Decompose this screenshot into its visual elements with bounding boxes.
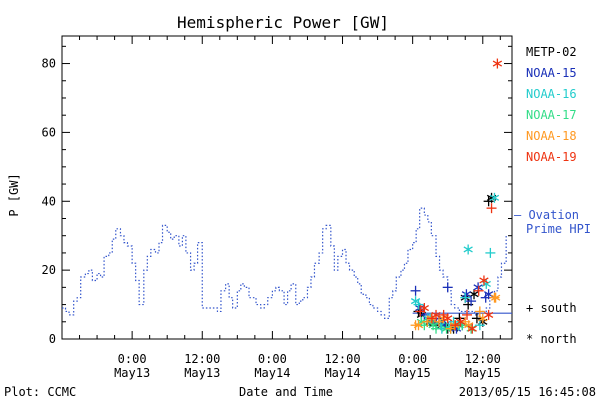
south-marker: [442, 282, 453, 293]
ovation-hpi-line: [62, 207, 507, 319]
north-marker: [413, 320, 424, 331]
north-marker: [410, 296, 421, 307]
north-marker: [489, 192, 500, 203]
x-tick-label-time: 0:00: [398, 352, 427, 366]
x-tick-label-date: May13: [114, 366, 150, 380]
south-marker: [450, 320, 461, 331]
x-tick-label-time: 0:00: [118, 352, 147, 366]
south-marker: [485, 247, 496, 258]
north-marker: [490, 292, 501, 303]
x-tick-label-time: 0:00: [258, 352, 287, 366]
y-tick-label: 0: [49, 332, 56, 346]
north-marker: [443, 313, 453, 324]
north-marker: [455, 316, 466, 327]
north-marker: [428, 320, 438, 331]
x-tick-label-date: May13: [184, 366, 220, 380]
x-tick-label-date: May15: [395, 366, 431, 380]
legend: METP-02 NOAA-15 NOAA-16 NOAA-17 NOAA-18 NOAA-…: [514, 45, 591, 346]
legend-ovation-line2: Prime HPI: [526, 222, 591, 236]
legend-entry: NOAA-16: [526, 87, 577, 101]
south-marker: [466, 296, 477, 307]
south-marker: [462, 309, 472, 320]
north-marker: [467, 323, 477, 334]
south-marker: [433, 316, 444, 327]
south-marker: [426, 313, 437, 324]
x-axis-label: Date and Time: [239, 385, 333, 399]
south-marker: [474, 306, 485, 317]
y-tick-label: 80: [42, 57, 56, 71]
south-marker: [438, 309, 449, 320]
legend-south-marker: + south: [526, 301, 577, 315]
ovation-series: [62, 207, 512, 319]
south-marker: [460, 292, 471, 303]
legend-entry: NOAA-15: [526, 66, 577, 80]
legend-entry: NOAA-17: [526, 108, 577, 122]
north-marker: [479, 275, 489, 286]
south-marker: [473, 285, 484, 296]
x-tick-label-time: 12:00: [465, 352, 501, 366]
x-axis: 0:00May1312:00May130:00May1412:00May140:…: [61, 36, 501, 380]
footer-right: 2013/05/15 16:45:08: [459, 385, 596, 399]
legend-entry: NOAA-19: [526, 150, 577, 164]
south-marker: [415, 306, 426, 317]
y-axis: 0 20 40 60 80: [42, 45, 512, 346]
chart-title: Hemispheric Power [GW]: [177, 13, 389, 32]
south-marker: [471, 313, 482, 324]
south-marker: [486, 203, 497, 214]
north-marker: [492, 58, 503, 69]
x-tick-label-date: May14: [324, 366, 360, 380]
y-tick-label: 20: [42, 263, 56, 277]
y-tick-label: 60: [42, 125, 56, 139]
satellite-markers: [410, 58, 503, 334]
north-marker: [431, 309, 441, 320]
legend-north-marker: * north: [526, 332, 577, 346]
x-tick-label-time: 12:00: [184, 352, 220, 366]
x-tick-label-time: 12:00: [324, 352, 360, 366]
y-tick-label: 40: [42, 194, 56, 208]
south-marker: [474, 320, 485, 331]
north-marker: [463, 244, 473, 255]
y-axis-label: P [GW]: [7, 173, 21, 216]
legend-entry: METP-02: [526, 45, 577, 59]
legend-entry: NOAA-18: [526, 129, 577, 143]
legend-ovation-line1: — Ovation: [514, 208, 579, 222]
south-marker: [410, 285, 421, 296]
plot-frame: [61, 35, 513, 340]
north-marker: [419, 303, 429, 314]
x-tick-label-date: May15: [465, 366, 501, 380]
x-tick-label-date: May14: [254, 366, 290, 380]
footer-left: Plot: CCMC: [4, 385, 76, 399]
north-marker: [483, 309, 494, 320]
